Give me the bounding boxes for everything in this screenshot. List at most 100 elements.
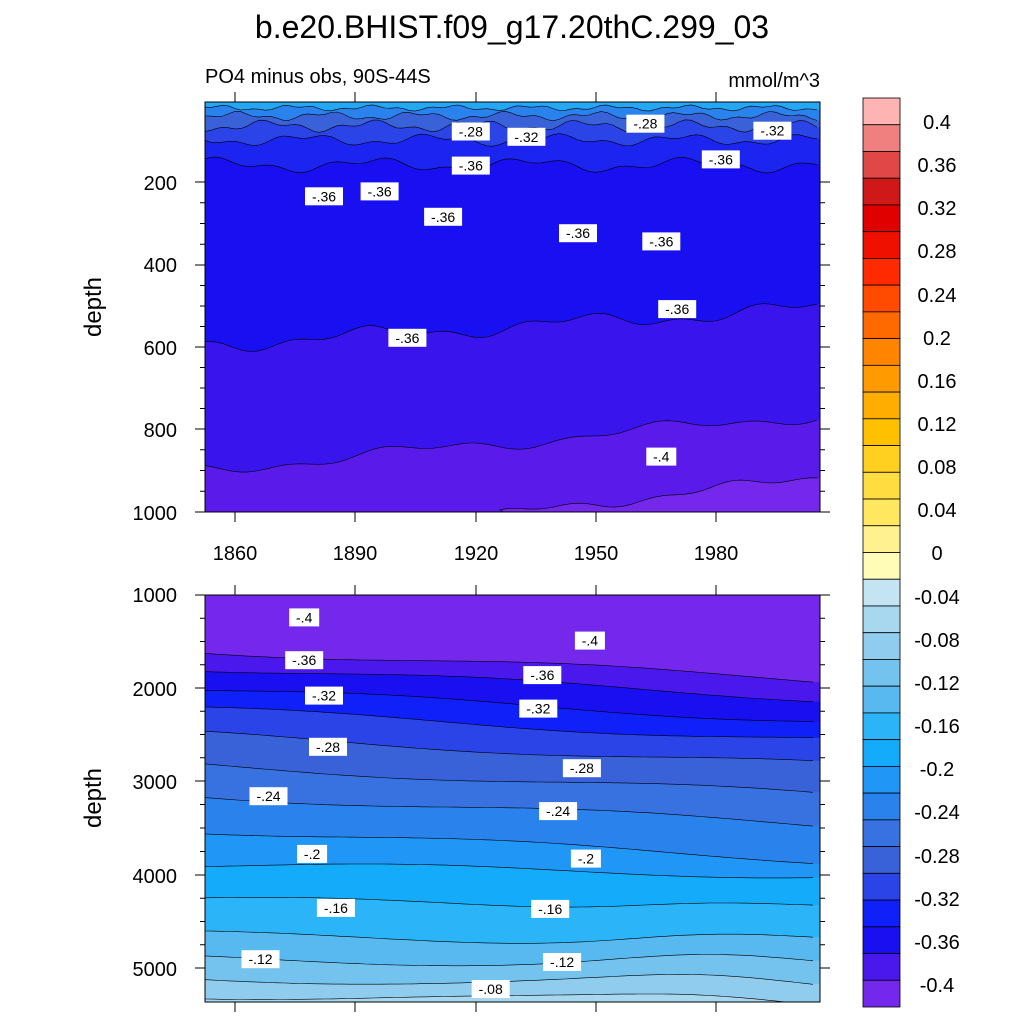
- colorbar-box: [862, 471, 901, 500]
- upper-axis-ticks: [195, 92, 830, 522]
- contour-label-text: -.28: [570, 760, 594, 776]
- colorbar-box: [862, 685, 901, 714]
- x-tick-1890: 1890: [333, 543, 378, 565]
- contour-line: [205, 797, 814, 827]
- contour-label-box: [309, 737, 347, 756]
- colorbar-label: 0.04: [918, 500, 957, 522]
- contour-label-box: [570, 849, 601, 868]
- chart-title: b.e20.BHIST.f09_g17.20thC.299_03: [255, 9, 769, 45]
- contour-label: -.16: [531, 899, 570, 918]
- contour-label-box: [285, 651, 324, 670]
- contour-label-text: -.16: [538, 901, 562, 917]
- colorbar-label: -0.08: [914, 630, 960, 652]
- contour-label-box: [388, 328, 427, 347]
- contour-label-text: -.12: [248, 951, 272, 967]
- contour-label-box: [305, 686, 343, 705]
- lower-y-tick-2000: 2000: [133, 679, 178, 701]
- colorbar-box: [862, 792, 901, 821]
- lower-y-tick-3000: 3000: [133, 772, 178, 794]
- colorbar-box: [862, 872, 901, 901]
- colorbar: [862, 97, 901, 1008]
- contour-label: -.08: [471, 980, 510, 998]
- lower-y-tick-5000: 5000: [133, 959, 178, 981]
- colorbar-box: [862, 712, 901, 741]
- colorbar-box: [862, 765, 901, 794]
- contour-label-text: -.12: [550, 954, 574, 970]
- contour-line: [205, 671, 814, 702]
- colorbar-label: -0.28: [914, 846, 960, 868]
- colorbar-box: [862, 846, 901, 874]
- contour-label-text: -.2: [578, 851, 595, 867]
- contour-label-box: [507, 127, 546, 146]
- contour-label-box: [642, 232, 681, 251]
- contour-label: -.28: [309, 737, 347, 756]
- contour-label: -.2: [570, 849, 601, 868]
- upper-plot-frame: [204, 101, 821, 513]
- contour-label-text: -.32: [526, 701, 550, 717]
- contour-label-text: -.32: [312, 688, 336, 704]
- colorbar-box: [862, 338, 901, 366]
- colorbar-box: [862, 525, 901, 553]
- contour-label: -.36: [451, 156, 490, 175]
- contour-label-box: [451, 122, 490, 141]
- contour-label: -.36: [523, 666, 562, 685]
- contour-band: [205, 994, 820, 1002]
- contour-label: -.16: [316, 898, 355, 917]
- contour-line: [205, 706, 814, 738]
- colorbar-label: 0.16: [918, 371, 957, 393]
- contour-label-box: [241, 950, 280, 969]
- contour-label: -.36: [701, 150, 740, 169]
- contour-label: -.36: [559, 224, 597, 243]
- colorbar-label: 0.2: [923, 328, 951, 350]
- contour-label-text: -.4: [582, 633, 599, 649]
- contour-label-box: [658, 300, 697, 319]
- contour-label: -.4: [574, 631, 605, 650]
- lower-plot-frame: [204, 594, 821, 1003]
- colorbar-label: 0.08: [918, 457, 957, 479]
- lower-plot-area: -.4 -.4 -.36 -.36 -.32 -.32 -.28 -.28 -.24 -.24 -.…: [205, 595, 820, 1002]
- colorbar-box: [862, 632, 901, 660]
- contour-label-box: [646, 447, 677, 466]
- contour-label-text: -.36: [566, 225, 590, 241]
- colorbar-box: [862, 418, 901, 446]
- contour-label-text: -.2: [304, 846, 321, 862]
- colorbar-label: 0.4: [923, 112, 951, 134]
- colorbar-box: [862, 258, 901, 286]
- contour-label: -.36: [658, 300, 697, 319]
- colorbar-box: [862, 498, 901, 527]
- colorbar-box: [862, 445, 901, 473]
- contour-label-box: [316, 898, 355, 917]
- colorbar-label: 0: [931, 543, 942, 565]
- x-tick-1980: 1980: [694, 543, 739, 565]
- contour-label-box: [701, 150, 740, 169]
- upper-y-tick-200: 200: [144, 173, 177, 195]
- colorbar-box: [862, 177, 901, 206]
- contour-label: -.24: [249, 787, 288, 806]
- contour-line: [205, 954, 814, 967]
- contour-label: -.32: [305, 686, 343, 705]
- contour-label-text: -.28: [459, 124, 483, 140]
- colorbar-box: [862, 97, 901, 126]
- contour-label-box: [574, 631, 605, 650]
- contour-line: [205, 833, 814, 864]
- colorbar-label: -0.04: [914, 587, 960, 609]
- upper-y-axis-label: depth: [80, 277, 107, 337]
- contour-label: -.12: [543, 953, 582, 971]
- contour-label-text: -.36: [431, 209, 455, 225]
- contour-label-box: [424, 207, 463, 226]
- colorbar-label: 0.24: [918, 285, 957, 307]
- colorbar-box: [862, 659, 901, 687]
- contour-label-box: [543, 953, 582, 971]
- contour-label: -.12: [241, 950, 280, 969]
- contour-line: [205, 863, 814, 879]
- contour-label: -.32: [519, 699, 558, 718]
- colorbar-box: [862, 926, 901, 954]
- contour-label: -.2: [297, 844, 328, 863]
- contour-label-text: -.08: [479, 981, 503, 997]
- contour-label-box: [523, 666, 562, 685]
- contour-label-text: -.36: [649, 233, 673, 249]
- contour-line: [205, 419, 818, 473]
- contour-label-text: -.16: [324, 900, 348, 916]
- contour-label-text: -.24: [546, 803, 570, 819]
